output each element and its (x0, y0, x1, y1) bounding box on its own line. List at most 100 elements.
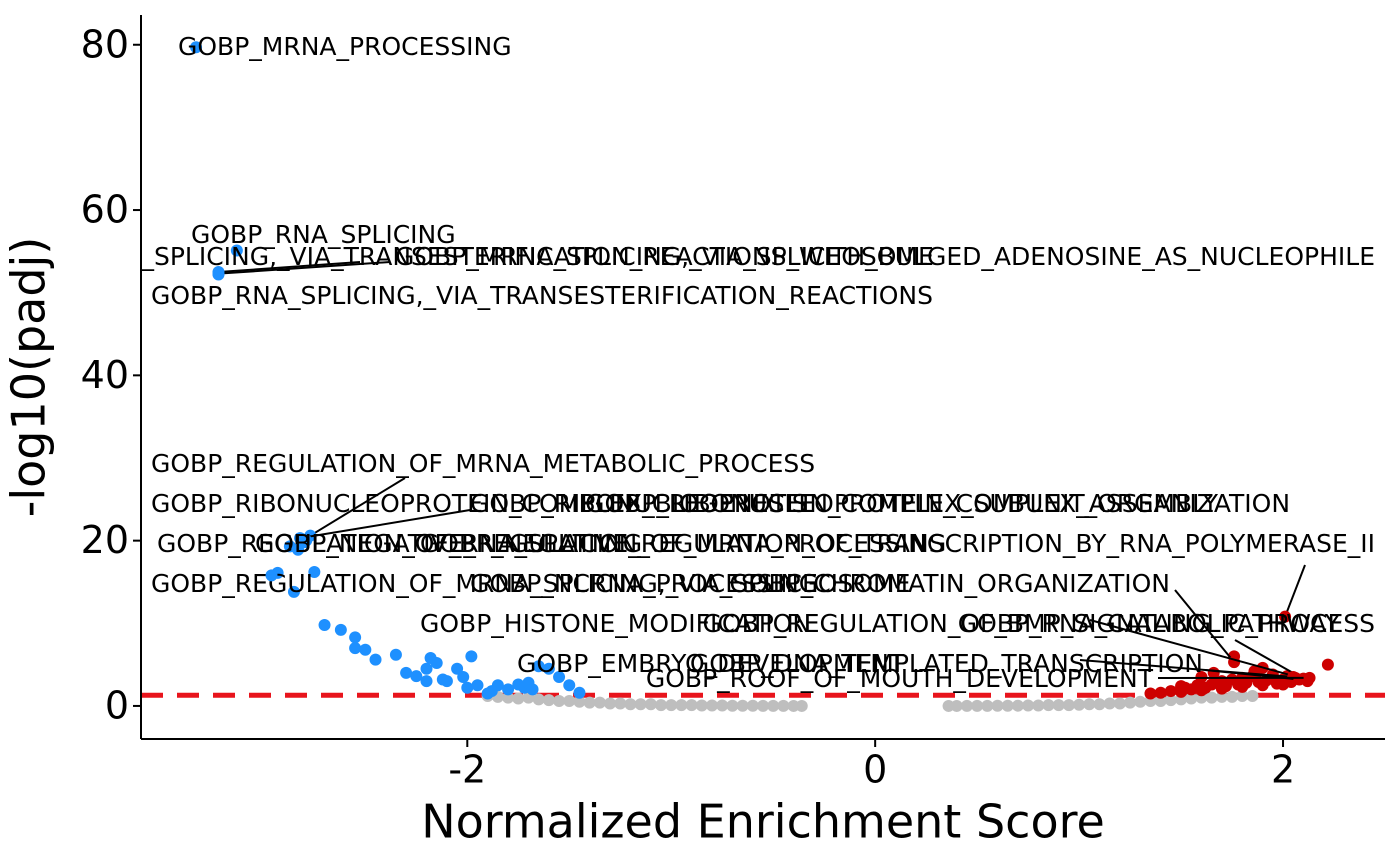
point (1236, 690, 1249, 703)
point-label: GOBP_NCRNA_PROCESSING (470, 569, 818, 598)
point (655, 699, 668, 712)
labeled-point (1303, 671, 1316, 684)
point (767, 699, 780, 712)
point (471, 679, 484, 692)
point (1113, 697, 1126, 710)
point (465, 650, 478, 663)
point (777, 699, 790, 712)
point (1011, 699, 1024, 712)
point-label: GOBP_EMBRYO_DEVELOPMENT (517, 649, 905, 678)
point-label: GOBP_REGULATION_OF_MRNA_METABOLIC_PROCES… (151, 449, 815, 478)
point (736, 699, 749, 712)
point-label: GOBP_CHROMATIN_ORGANIZATION (729, 569, 1170, 598)
point (512, 692, 525, 705)
leader-line (299, 509, 471, 540)
point (1001, 699, 1014, 712)
point (1052, 699, 1065, 712)
point-label: GOBP_RNA_SPLICING,_VIA_TRANSESTERIFICATI… (151, 281, 933, 310)
point (695, 699, 708, 712)
point (1042, 699, 1055, 712)
point (665, 699, 678, 712)
point (420, 675, 433, 688)
point (726, 699, 739, 712)
point (553, 694, 566, 707)
point (1083, 698, 1096, 711)
point (563, 679, 576, 692)
point (1022, 699, 1035, 712)
labeled-point (1321, 658, 1334, 671)
point-label: GOBP_MRNA_PROCESSING (178, 32, 512, 61)
point-label: GOBP_MRNA_SPLICING,_VIA_SPLICEOSOME (395, 242, 934, 271)
point (457, 671, 470, 684)
point (440, 675, 453, 688)
point-label: GOBP_DNA_TEMPLATED_TRANSCRIPTION (690, 649, 1203, 678)
point (1103, 697, 1116, 710)
point (971, 699, 984, 712)
point-label: GOBP_RIBONUCLEOPROTEIN_COMPLEX_BIOGENESI… (151, 489, 808, 518)
point (553, 671, 566, 684)
point (746, 699, 759, 712)
point (318, 618, 331, 631)
point (1062, 699, 1075, 712)
point (349, 642, 362, 655)
point (685, 699, 698, 712)
point (644, 698, 657, 711)
x-tick-label: -2 (448, 748, 486, 792)
point (1236, 680, 1249, 693)
y-axis-title: -log10(padj) (2, 237, 56, 518)
point-label: GOBP_REGULATION_OF_RNA_SPLICING (157, 529, 642, 558)
point (583, 696, 596, 709)
point (532, 693, 545, 706)
y-tick-label: 20 (81, 518, 129, 562)
point (430, 656, 443, 669)
point-label: GOBP_NEGATIVE_REGULATION_OF_MRNA_PROCESS… (255, 529, 946, 558)
point (960, 699, 973, 712)
point (573, 686, 586, 699)
point (981, 699, 994, 712)
y-tick-label: 0 (105, 683, 129, 727)
labeled-point (230, 244, 243, 257)
point-label: GOBP_NEGATIVE_REGULATION_OF_TRANSCRIPTIO… (420, 529, 1375, 558)
point (349, 631, 362, 644)
point (1277, 678, 1290, 691)
point (634, 698, 647, 711)
point (526, 683, 539, 696)
point (1246, 690, 1259, 703)
point (461, 681, 474, 694)
leader-line (1284, 564, 1306, 618)
point-label: GOBP_RNA_SPLICING (191, 220, 456, 249)
point (1124, 696, 1137, 709)
labeled-point (190, 41, 203, 54)
point (1073, 698, 1086, 711)
point (593, 696, 606, 709)
labeled-point (265, 569, 278, 582)
point (1215, 690, 1228, 703)
point-label: GOBP_RIBONUCLEOPROTEIN_COMPLEX_ASSEMBLY (585, 489, 1219, 518)
point (795, 699, 808, 712)
point (1144, 687, 1157, 700)
point (1205, 691, 1218, 704)
point (1093, 698, 1106, 711)
point-label: GOBP_HISTONE_MODIFICATION (420, 609, 811, 638)
labeled-point (292, 543, 305, 556)
point (1154, 694, 1167, 707)
point (573, 695, 586, 708)
point (1195, 684, 1208, 697)
point (1185, 692, 1198, 705)
point (624, 698, 637, 711)
labeled-point (1293, 673, 1306, 686)
point-label: GOBP_RNA_CATABOLIC_PROCESS (958, 609, 1375, 638)
point (675, 699, 688, 712)
point (991, 699, 1004, 712)
x-axis-title: Normalized Enrichment Score (421, 795, 1105, 849)
leader-line (218, 261, 391, 275)
point (614, 697, 627, 710)
point (410, 670, 423, 683)
point (308, 566, 321, 579)
plot-area: GOBP_MRNA_PROCESSINGGOBP_RNA_SPLICINGGOB… (141, 32, 1385, 712)
point (1154, 686, 1167, 699)
point (532, 660, 545, 673)
point (1164, 694, 1177, 707)
point (1175, 680, 1188, 693)
